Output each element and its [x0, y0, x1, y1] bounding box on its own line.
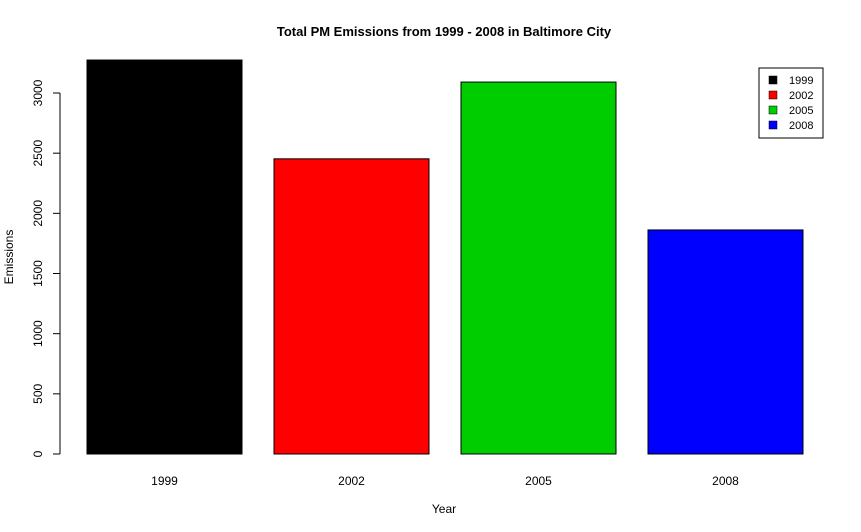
x-tick-label: 2002: [338, 474, 365, 488]
y-tick-label: 1000: [31, 320, 45, 347]
legend-swatch: [768, 90, 778, 100]
legend-swatch: [768, 75, 778, 85]
legend-swatch: [768, 105, 778, 115]
legend-label: 2008: [789, 120, 813, 132]
legend-swatch: [768, 120, 778, 130]
legend: 1999 2002 2005 2008: [758, 67, 824, 139]
x-tick-label: 2005: [525, 474, 552, 488]
bar-2002: [273, 158, 430, 455]
bar-2005: [460, 81, 617, 455]
legend-label: 1999: [789, 75, 813, 87]
y-axis: 0 500 1000 1500 2000 2500 3000: [31, 79, 61, 457]
y-tick-label: 2000: [31, 200, 45, 227]
x-axis-tick-labels: 1999 2002 2005 2008: [151, 474, 739, 488]
bars: [86, 59, 804, 455]
x-tick-label: 2008: [712, 474, 739, 488]
y-tick-label: 2500: [31, 139, 45, 166]
bar-2008: [647, 229, 804, 455]
y-tick-label: 0: [31, 450, 45, 457]
x-axis-label: Year: [432, 502, 456, 516]
bar-1999: [86, 59, 243, 455]
y-axis-label: Emissions: [2, 230, 16, 285]
legend-label: 2005: [789, 105, 813, 117]
chart-title: Total PM Emissions from 1999 - 2008 in B…: [277, 24, 612, 39]
y-tick-label: 3000: [31, 79, 45, 106]
y-tick-label: 1500: [31, 260, 45, 287]
legend-label: 2002: [789, 90, 813, 102]
y-tick-label: 500: [31, 384, 45, 404]
x-tick-label: 1999: [151, 474, 178, 488]
